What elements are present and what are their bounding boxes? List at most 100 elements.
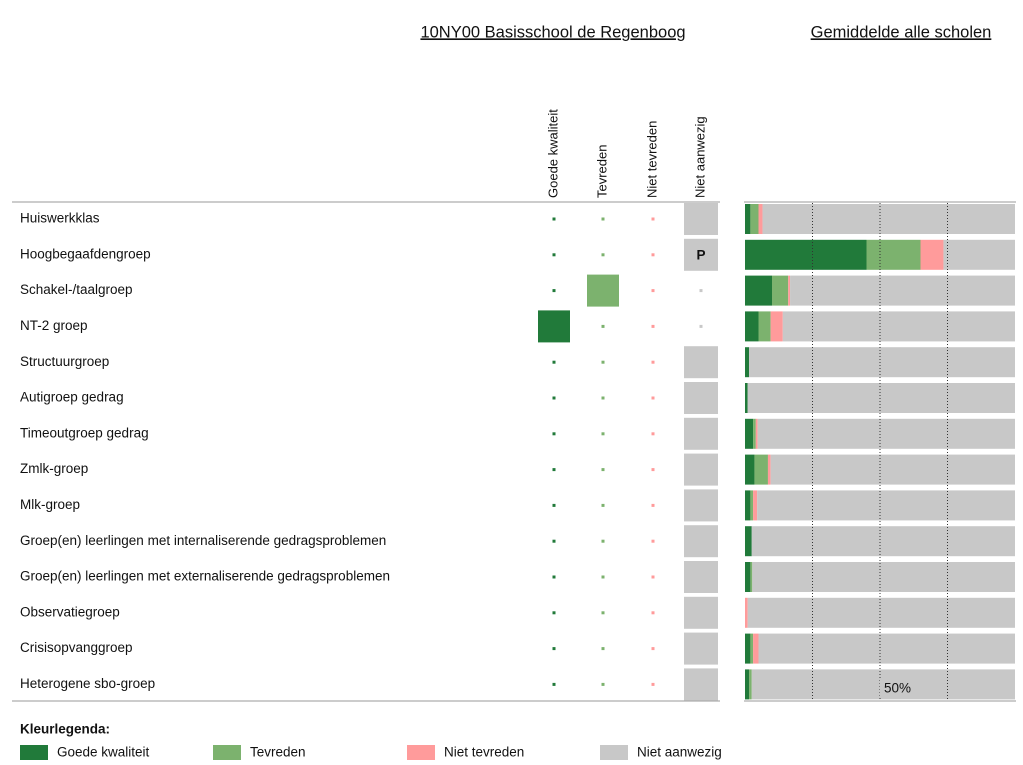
dot: [601, 396, 605, 400]
legend-label: Tevreden: [250, 745, 306, 760]
dot: [601, 539, 605, 543]
dot: [651, 682, 655, 686]
dot: [699, 289, 703, 293]
bar-segment: [749, 347, 1015, 378]
dot: [552, 539, 556, 543]
row-label: Zmlk-groep: [20, 461, 88, 476]
dot: [601, 217, 605, 221]
dot: [651, 253, 655, 257]
bar-segment: [750, 490, 754, 521]
bar-segment: [943, 239, 1015, 270]
row-label: Observatiegroep: [20, 604, 120, 619]
legend-swatch: [600, 745, 628, 760]
bar-segment: [757, 418, 1015, 449]
dot: [651, 324, 655, 328]
bar-segment: [751, 526, 1015, 557]
bar-segment: [745, 454, 755, 485]
bar-segment: [753, 633, 759, 664]
choice-mark: [684, 668, 718, 701]
chart-title: Gemiddelde alle scholen: [811, 23, 992, 41]
dot: [651, 396, 655, 400]
dot: [651, 539, 655, 543]
bar-segment: [755, 418, 758, 449]
dot: [601, 575, 605, 579]
dot: [651, 575, 655, 579]
dot: [651, 217, 655, 221]
row-label: Structuurgroep: [20, 354, 109, 369]
dot: [601, 468, 605, 472]
dot: [552, 682, 556, 686]
column-header: Tevreden: [594, 145, 609, 198]
x-tick-label: 50%: [884, 681, 911, 696]
bar-segment: [745, 633, 751, 664]
legend-swatch: [407, 745, 435, 760]
row-label: NT-2 groep: [20, 318, 88, 333]
column-header: Niet aanwezig: [692, 116, 707, 198]
bar-segment: [747, 597, 1015, 628]
bar-segment: [745, 597, 748, 628]
bar-segment: [866, 239, 921, 270]
dot: [552, 360, 556, 364]
dot: [601, 503, 605, 507]
row-label: Hoogbegaafdengroep: [20, 246, 151, 261]
dot: [651, 289, 655, 293]
choice-mark: [684, 203, 718, 235]
dot: [651, 468, 655, 472]
choice-mark: [684, 453, 718, 486]
bar-segment: [745, 490, 751, 521]
dot: [601, 647, 605, 651]
row-label: Huiswerkklas: [20, 211, 100, 226]
row-label: Mlk-groep: [20, 497, 80, 512]
dot: [651, 360, 655, 364]
dot: [552, 253, 556, 257]
bar-segment: [745, 239, 867, 270]
legend-swatch: [213, 745, 241, 760]
bar-segment: [770, 454, 1015, 485]
legend-title: Kleurlegenda:: [20, 722, 110, 737]
dot: [601, 253, 605, 257]
dot: [552, 575, 556, 579]
dot: [601, 611, 605, 615]
tick-label-bg: [880, 678, 922, 698]
legend-label: Niet aanwezig: [637, 745, 722, 760]
dot: [651, 432, 655, 436]
choice-mark: [684, 346, 718, 379]
dot: [552, 647, 556, 651]
bar-segment: [753, 490, 758, 521]
row-label: Schakel-/taalgroep: [20, 282, 133, 297]
choice-mark: [684, 238, 718, 271]
bar-segment: [750, 204, 759, 234]
bar-segment: [745, 526, 752, 557]
choice-mark: [684, 525, 718, 558]
bar-segment: [749, 669, 752, 700]
dot: [651, 611, 655, 615]
bar-segment: [745, 311, 759, 342]
row-label: Groep(en) leerlingen met externaliserend…: [20, 569, 390, 584]
dot: [601, 324, 605, 328]
choice-mark: [684, 596, 718, 629]
school-title: 10NY00 Basisschool de Regenboog: [420, 23, 685, 41]
dot: [651, 647, 655, 651]
choice-mark: [587, 274, 619, 307]
bar-segment: [745, 383, 748, 413]
bar-segment: [767, 454, 771, 485]
bar-segment: [745, 204, 751, 234]
legend-label: Goede kwaliteit: [57, 745, 150, 760]
dot: [699, 324, 703, 328]
column-header: Goede kwaliteit: [545, 109, 560, 198]
dot: [552, 289, 556, 293]
bar-segment: [745, 275, 772, 306]
row-label: Timeoutgroep gedrag: [20, 425, 149, 440]
bar-segment: [750, 562, 753, 592]
note: P: [696, 247, 705, 262]
dot: [552, 611, 556, 615]
bar-segment: [750, 633, 754, 664]
row-label: Heterogene sbo-groep: [20, 676, 155, 691]
dot: [601, 432, 605, 436]
bar-segment: [745, 418, 754, 449]
bar-segment: [920, 239, 944, 270]
dot: [552, 432, 556, 436]
row-label: Crisisopvanggroep: [20, 640, 133, 655]
row-label: Groep(en) leerlingen met internaliserend…: [20, 533, 386, 548]
dot: [601, 360, 605, 364]
